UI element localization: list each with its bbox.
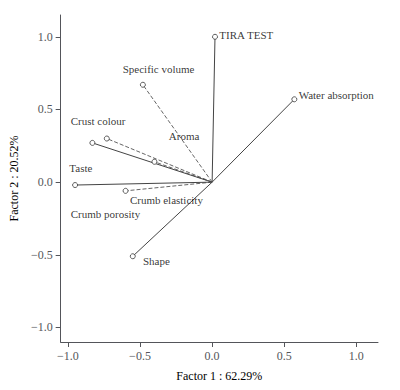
svg-text:TIRA TEST: TIRA TEST xyxy=(219,29,273,41)
svg-text:Water absorption: Water absorption xyxy=(299,89,375,101)
svg-text:Crumb elasticity: Crumb elasticity xyxy=(130,194,204,206)
svg-text:Taste: Taste xyxy=(69,162,92,174)
svg-text:0.0: 0.0 xyxy=(38,175,53,189)
svg-text:Aroma: Aroma xyxy=(169,130,200,142)
svg-text:Crumb porosity: Crumb porosity xyxy=(71,208,141,220)
svg-text:−1.0: −1.0 xyxy=(31,320,53,334)
svg-text:−1.0: −1.0 xyxy=(57,349,79,363)
svg-text:Factor 1 : 62.29%: Factor 1 : 62.29% xyxy=(176,369,262,383)
svg-text:Shape: Shape xyxy=(143,255,170,267)
svg-text:0.5: 0.5 xyxy=(38,102,53,116)
svg-text:Specific volume: Specific volume xyxy=(123,63,195,75)
svg-text:0.0: 0.0 xyxy=(205,349,220,363)
svg-text:−0.5: −0.5 xyxy=(31,248,53,262)
svg-text:Crust colour: Crust colour xyxy=(71,115,126,127)
svg-text:0.5: 0.5 xyxy=(277,349,292,363)
svg-text:1.0: 1.0 xyxy=(38,30,53,44)
svg-text:1.0: 1.0 xyxy=(349,349,364,363)
svg-text:Factor 2 : 20.52%: Factor 2 : 20.52% xyxy=(7,136,21,222)
svg-text:−0.5: −0.5 xyxy=(129,349,151,363)
